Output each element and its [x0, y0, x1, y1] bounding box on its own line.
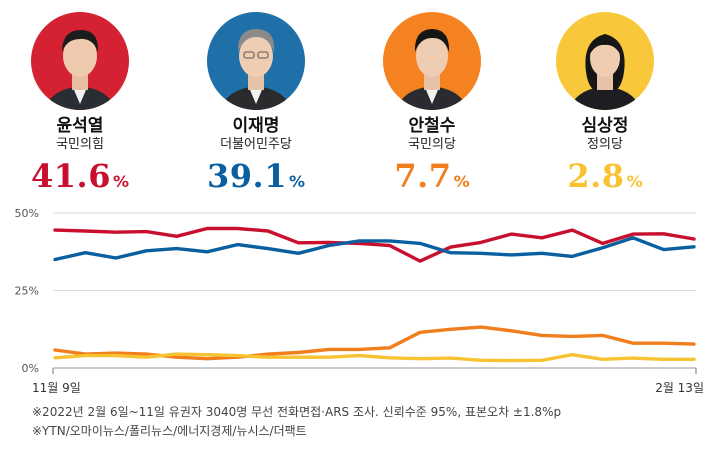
candidate-party: 더불어민주당	[220, 137, 292, 152]
y-tick-label: 50%	[15, 207, 39, 220]
percent-value: 39.1	[207, 157, 287, 195]
candidate-card-ahn: 안철수 국민의당 7.7%	[357, 12, 507, 201]
candidate-percent: 7.7%	[357, 157, 507, 201]
candidate-party: 국민의당	[408, 137, 456, 152]
percent-value: 2.8	[567, 157, 625, 195]
x-end-label: 2월 13일	[655, 381, 704, 395]
percent-unit: %	[288, 172, 305, 191]
y-tick-label: 25%	[15, 285, 39, 298]
percent-unit: %	[453, 172, 470, 191]
percent-unit: %	[626, 172, 643, 191]
photo-ahn	[383, 12, 481, 110]
percent-value: 41.6	[31, 157, 111, 195]
source-note: ※YTN/오마이뉴스/폴리뉴스/에너지경제/뉴시스/더팩트	[32, 424, 307, 438]
y-tick-label: 0%	[22, 362, 39, 375]
survey-note: ※2022년 2월 6일~11일 유권자 3040명 무선 전화면접·ARS 조…	[32, 405, 562, 419]
photo-yoon	[31, 12, 129, 110]
series-line	[53, 226, 696, 263]
candidate-name: 윤석열	[56, 116, 104, 136]
candidate-card-lee: 이재명 더불어민주당 39.1%	[181, 12, 331, 201]
candidate-name: 이재명	[232, 116, 280, 136]
percent-value: 7.7	[394, 157, 452, 195]
candidate-party: 정의당	[587, 137, 623, 152]
x-start-label: 11월 9일	[32, 381, 81, 395]
percent-unit: %	[112, 172, 129, 191]
line-chart: 50% 25% 0% 11월 9일 2월 13일	[15, 207, 704, 395]
photo-lee	[207, 12, 305, 110]
series-line	[53, 352, 696, 363]
candidate-percent: 39.1%	[181, 157, 331, 201]
series-line	[53, 325, 696, 361]
photo-sim	[556, 12, 654, 110]
candidate-percent: 2.8%	[530, 157, 680, 201]
candidate-name: 심상정	[581, 116, 629, 136]
candidate-party: 국민의힘	[56, 137, 104, 152]
candidate-card-sim: 심상정 정의당 2.8%	[530, 12, 680, 201]
series-line	[53, 236, 696, 262]
candidate-card-yoon: 윤석열 국민의힘 41.6%	[5, 12, 155, 201]
candidate-name: 안철수	[408, 116, 456, 136]
candidate-percent: 41.6%	[5, 157, 155, 201]
